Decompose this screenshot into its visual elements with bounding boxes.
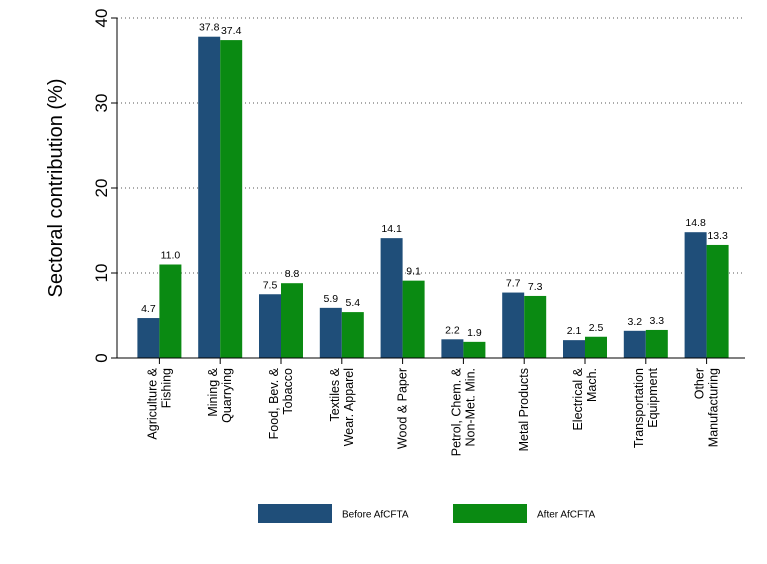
category-label-line: Agriculture & — [145, 367, 159, 439]
category-label-line: Mining & — [206, 367, 220, 416]
y-axis-title: Sectoral contribution (%) — [45, 79, 67, 298]
category-label-line: Wood & Paper — [396, 368, 410, 449]
category-label-line: Electrical & — [571, 367, 585, 430]
bar — [259, 294, 281, 358]
data-label: 3.3 — [649, 315, 664, 327]
bar — [281, 283, 303, 358]
data-label: 2.2 — [445, 324, 460, 336]
data-label: 5.9 — [323, 293, 338, 305]
category-label: Textiles & Wear. Apparel — [328, 367, 356, 446]
bar — [563, 340, 585, 358]
legend-label: After AfCFTA — [537, 510, 595, 521]
bar — [645, 329, 668, 358]
bar — [220, 40, 243, 358]
data-label: 3.2 — [627, 316, 642, 328]
y-tick-label: 30 — [92, 94, 111, 113]
data-label: 8.8 — [285, 268, 300, 280]
category-label: Wood & Paper — [396, 368, 410, 449]
legend-label: Before AfCFTA — [342, 510, 409, 521]
category-label: Mining & Quarrying — [206, 367, 234, 423]
legend-swatch — [453, 504, 527, 523]
data-label: 7.7 — [506, 278, 521, 290]
data-label: 2.1 — [567, 325, 582, 337]
category-label-line: Fishing — [159, 368, 173, 408]
bar — [380, 238, 403, 358]
category-label-line: Food, Bev. & — [267, 367, 281, 439]
data-label: 9.1 — [406, 266, 421, 278]
category-label-line: Other — [693, 368, 707, 399]
bar — [623, 330, 646, 358]
category-label: Food, Bev. & Tobacco — [267, 367, 295, 439]
y-tick-label: 10 — [92, 264, 111, 283]
legend-swatch — [258, 504, 332, 523]
category-label-line: Quarrying — [220, 368, 234, 423]
bar — [402, 280, 425, 358]
data-label: 1.9 — [467, 327, 482, 339]
category-label: Agriculture & Fishing — [145, 367, 173, 439]
bar — [524, 295, 547, 358]
data-label: 7.5 — [263, 279, 278, 291]
axes: 0 10 20 30 40 — [92, 9, 745, 364]
data-label: 2.5 — [589, 322, 604, 334]
bar — [159, 264, 182, 358]
y-tick-label: 40 — [92, 9, 111, 28]
category-label: Other Manufacturing — [693, 368, 721, 447]
category-labels: Agriculture & Fishing Mining & Quarrying Foo… — [145, 367, 720, 456]
bar — [341, 312, 364, 358]
bar — [319, 307, 342, 358]
data-label: 14.8 — [685, 217, 706, 229]
data-label: 4.7 — [141, 303, 156, 315]
category-label-line: Tobacco — [281, 368, 295, 415]
category-label: Electrical & Mach. — [571, 367, 599, 430]
category-label-line: Non-Met. Min. — [463, 368, 477, 447]
bar — [198, 36, 221, 358]
category-label-line: Metal Products — [517, 368, 531, 451]
category-label-line: Mach. — [585, 368, 599, 402]
data-label: 11.0 — [161, 250, 181, 262]
data-label: 13.3 — [707, 230, 728, 242]
data-label: 7.3 — [528, 281, 543, 293]
bars — [137, 36, 729, 358]
category-label-line: Wear. Apparel — [342, 368, 356, 446]
data-label: 37.4 — [221, 25, 242, 37]
bar — [706, 244, 729, 358]
category-label: Metal Products — [517, 368, 531, 451]
bar — [441, 339, 464, 358]
data-label: 37.8 — [199, 22, 220, 34]
category-label-line: Equipment — [646, 367, 660, 427]
bar — [502, 292, 525, 358]
data-label: 5.4 — [345, 297, 360, 309]
category-label-line: Petrol, Chem. & — [449, 367, 463, 456]
y-tick-label: 0 — [92, 353, 111, 362]
category-label-line: Textiles & — [328, 367, 342, 421]
data-label: 14.1 — [381, 223, 402, 235]
legend: Before AfCFTA After AfCFTA — [258, 504, 595, 523]
category-label-line: Manufacturing — [707, 368, 721, 447]
bar — [585, 336, 607, 358]
category-label: Transportation Equipment — [632, 367, 660, 448]
category-label-line: Transportation — [632, 368, 646, 448]
data-labels: 4.7 11.0 37.8 37.4 7.5 8.8 5.9 5.4 14.1 9.1 2.2 1.9… — [141, 22, 728, 339]
bar — [684, 232, 707, 358]
y-tick-label: 20 — [92, 179, 111, 198]
category-label: Petrol, Chem. & Non-Met. Min. — [449, 367, 477, 456]
bar — [137, 318, 160, 358]
bar — [463, 341, 486, 358]
